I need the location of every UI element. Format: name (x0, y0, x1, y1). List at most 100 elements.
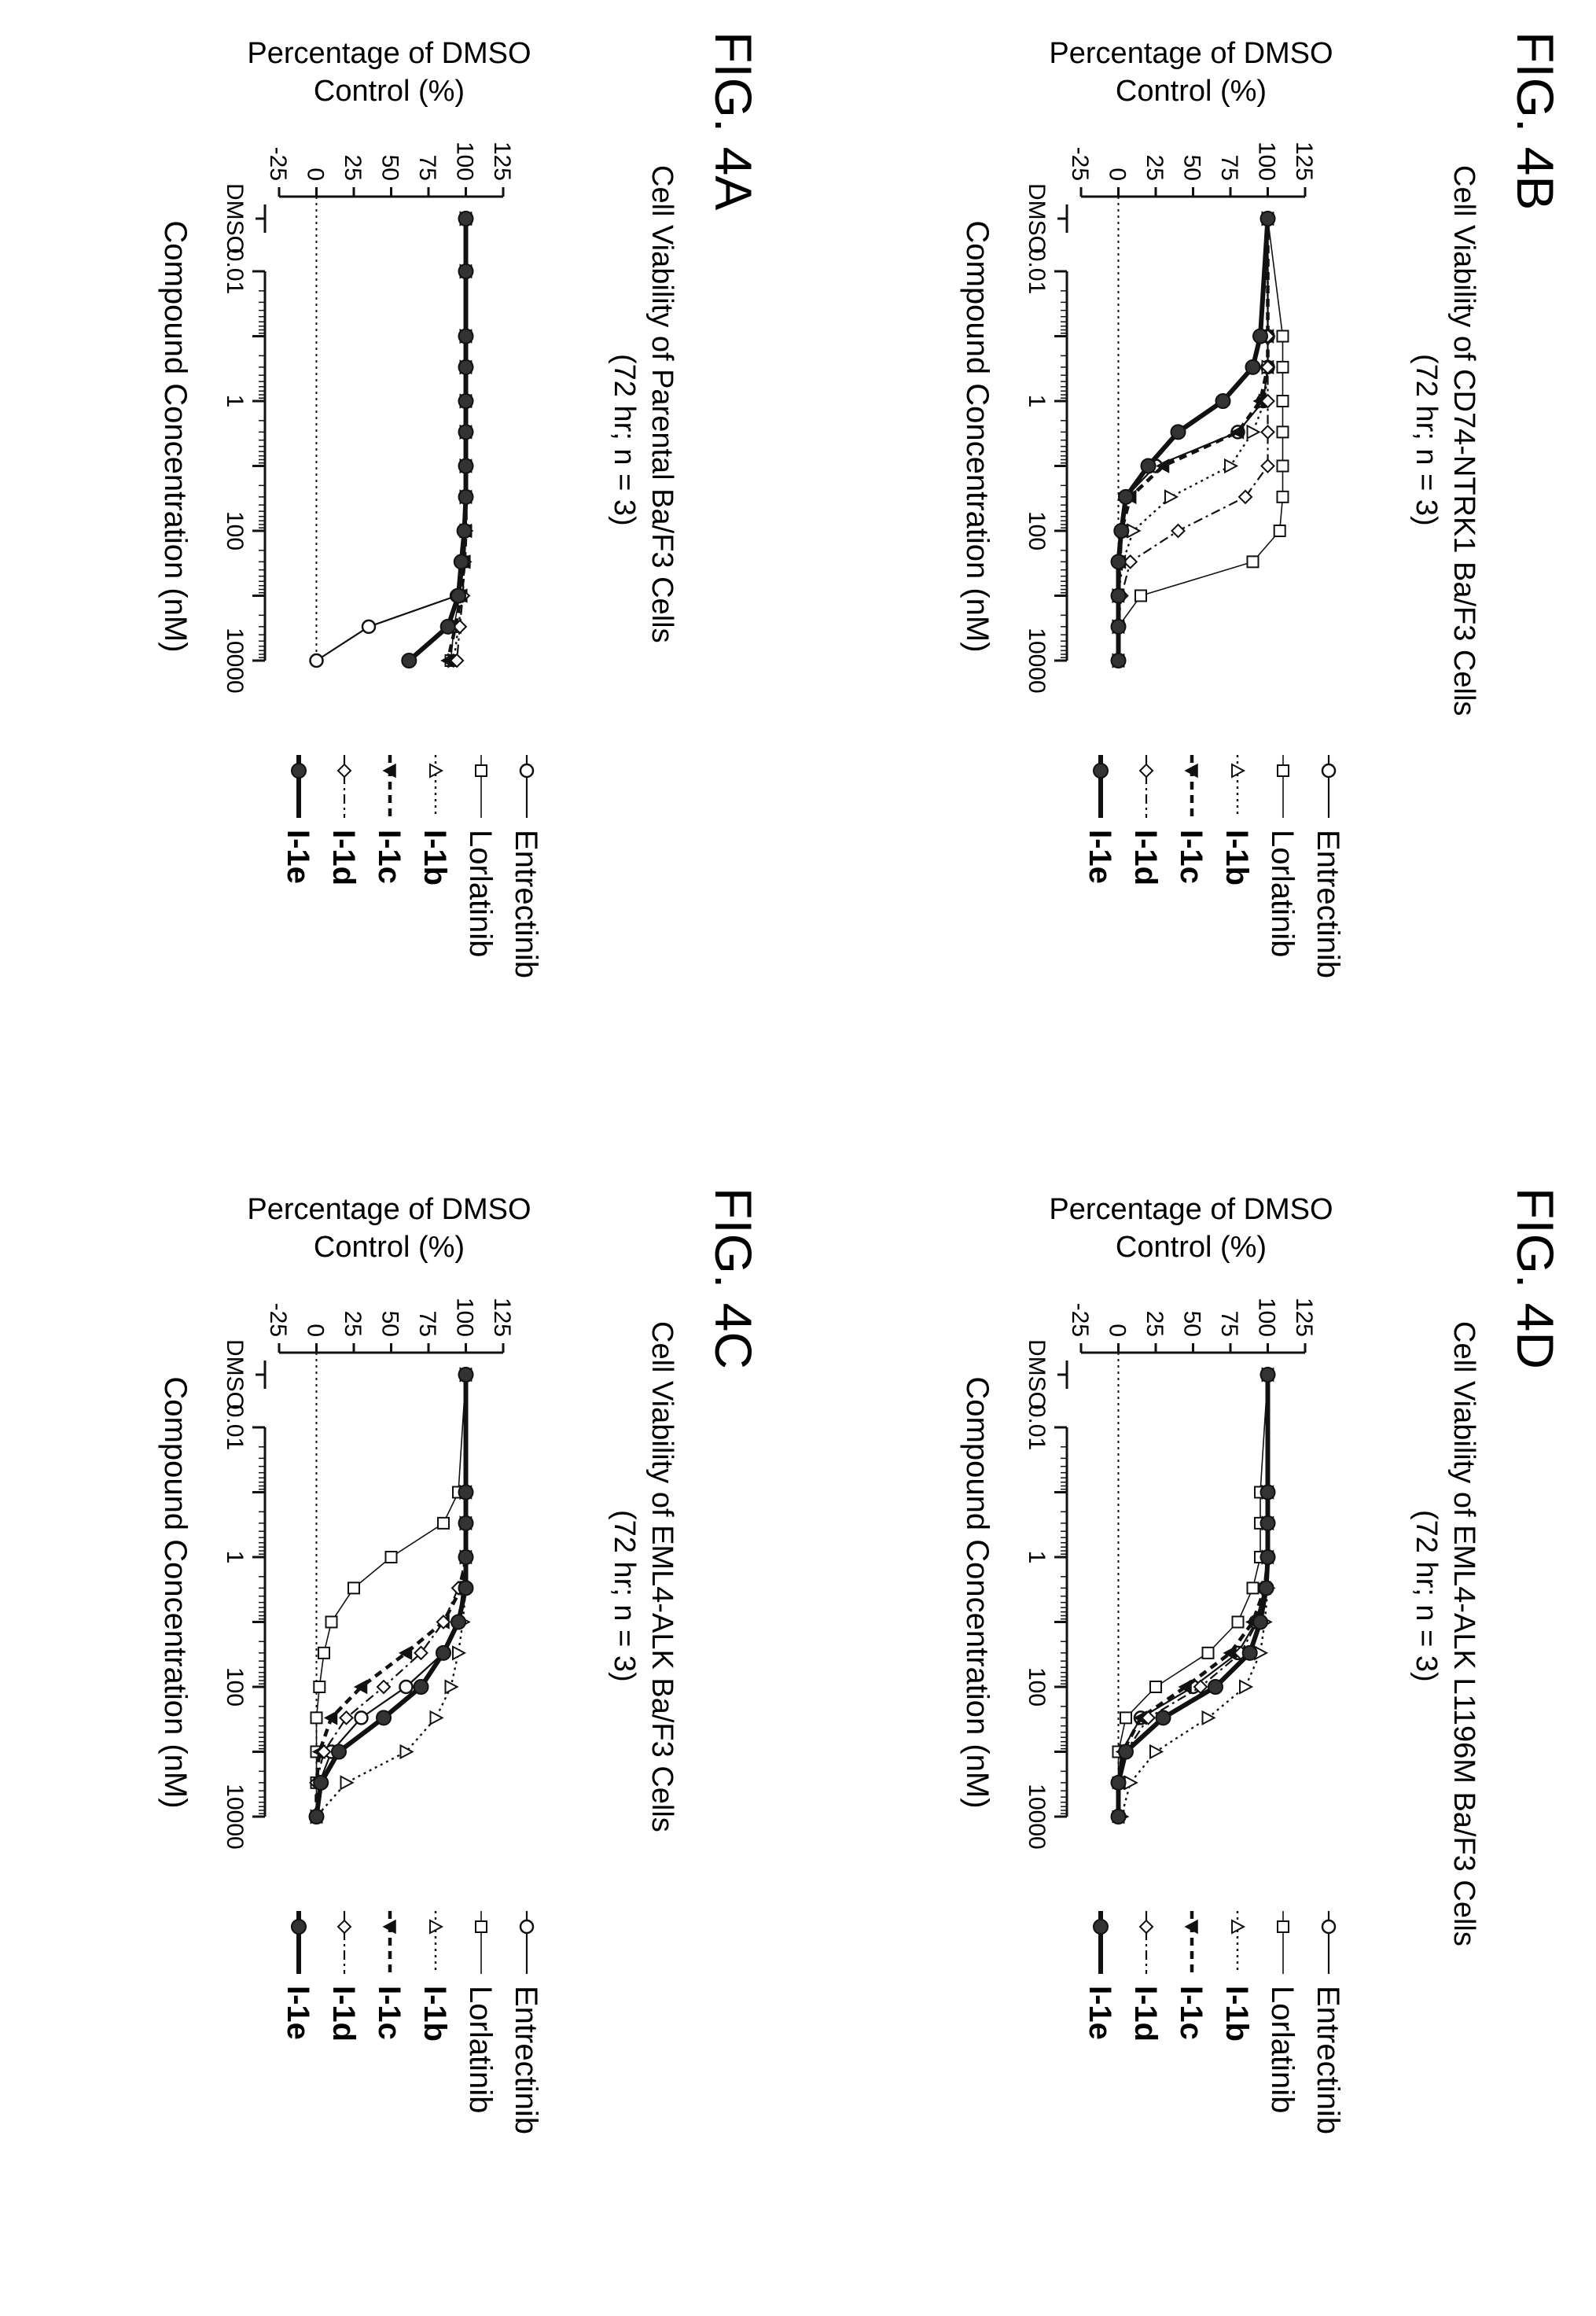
data-point (1245, 359, 1261, 375)
x-axis-label: Compound Concentration (nM) (158, 1376, 193, 1808)
data-point (444, 1679, 459, 1695)
data-point (458, 263, 474, 279)
data-point (458, 1484, 474, 1500)
data-point (1246, 424, 1261, 440)
x-tick-label: DMSO (222, 1339, 248, 1410)
x-tick-label: 100 (1024, 1667, 1050, 1707)
data-point (1260, 211, 1276, 226)
data-point (1110, 1774, 1127, 1791)
data-point (436, 1644, 451, 1661)
x-tick-label: 1 (1024, 1551, 1050, 1564)
legend-label: Entrectinib (1311, 830, 1345, 978)
legend-marker (336, 1919, 352, 1935)
y-tick-label: 25 (1142, 155, 1168, 181)
y-tick-label: -25 (265, 1303, 291, 1337)
legend-marker (291, 763, 307, 779)
data-point (318, 1646, 330, 1659)
legend-marker (1321, 1919, 1337, 1935)
legend-label: Lorlatinib (1265, 830, 1300, 957)
y-tick-label: 0 (1105, 168, 1131, 181)
data-point (348, 1581, 360, 1595)
y-tick-label: 100 (452, 1298, 478, 1337)
legend-marker (1184, 763, 1198, 779)
legend-label: Lorlatinib (463, 1986, 498, 2113)
legend-marker (475, 764, 487, 777)
data-point (313, 1774, 329, 1791)
data-point (450, 587, 466, 604)
chart-title: Cell Viability of EML4-ALK Ba/F3 Cells (645, 1321, 678, 1832)
y-axis-label-line2: Control (%) (314, 1231, 465, 1264)
data-point (309, 653, 324, 668)
y-axis-label-line2: Control (%) (314, 75, 465, 108)
y-axis-label-group: Percentage of DMSO Control (%) (1049, 1193, 1333, 1264)
data-point (1140, 458, 1157, 474)
data-point (361, 619, 377, 635)
y-tick-label: 100 (452, 142, 478, 181)
legend-marker (291, 1919, 307, 1935)
legend-marker (1184, 1919, 1198, 1935)
data-point (1276, 459, 1289, 473)
data-point (436, 1615, 451, 1629)
y-tick-label: 25 (340, 155, 366, 181)
data-point (1276, 360, 1289, 374)
y-tick-label: 75 (414, 1311, 440, 1337)
x-tick-label: DMSO (1024, 183, 1050, 254)
data-point (1201, 1646, 1215, 1659)
data-point (1110, 554, 1127, 570)
chart-title: Cell Viability of CD74-NTRK1 Ba/F3 Cells (1447, 165, 1480, 716)
series-Lorlatinib (1112, 1368, 1274, 1823)
data-point (354, 1710, 369, 1725)
data-point (1237, 489, 1253, 505)
y-tick-label: 125 (1291, 1298, 1317, 1337)
y-tick-label: 0 (303, 1324, 329, 1337)
series-line (315, 271, 467, 661)
figure-label: FIG. 4C (704, 1187, 763, 1369)
y-tick-label: -25 (1067, 147, 1093, 181)
data-point (1239, 1679, 1254, 1695)
series-line (1116, 335, 1263, 661)
legend-marker (1138, 763, 1154, 779)
legend-marker (1093, 1919, 1109, 1935)
data-point (1120, 1711, 1132, 1725)
legend-marker (475, 1920, 487, 1933)
legend-marker (1277, 1920, 1289, 1933)
y-tick-label: 50 (1179, 1311, 1205, 1337)
y-tick-label: 50 (377, 155, 403, 181)
chart-subtitle: (72 hr; n = 3) (608, 354, 641, 526)
data-point (413, 1679, 429, 1695)
series-I-1b (1115, 1367, 1276, 1824)
y-tick-label: 25 (1142, 1311, 1168, 1337)
data-point (1276, 395, 1289, 407)
y-tick-label: 50 (377, 1311, 403, 1337)
data-point (414, 1645, 428, 1661)
data-point (1224, 458, 1239, 474)
data-point (1276, 425, 1289, 439)
data-point (1215, 393, 1231, 409)
legend-label: I-1b (1219, 830, 1254, 886)
data-point (1208, 1679, 1223, 1695)
x-tick-label: 1 (1024, 395, 1050, 408)
data-point (1110, 618, 1127, 635)
data-point (1201, 1710, 1216, 1726)
data-point (1113, 523, 1130, 539)
data-point (458, 1367, 474, 1383)
legend-marker (382, 1919, 396, 1935)
legend-label: Entrectinib (509, 1986, 543, 2134)
data-point (1260, 458, 1275, 473)
series-I-1e (401, 211, 474, 668)
data-point (1260, 1484, 1276, 1500)
data-point (1134, 589, 1147, 602)
data-point (1260, 1515, 1276, 1531)
x-tick-label: 0.01 (222, 249, 248, 294)
data-point (1258, 1580, 1274, 1596)
data-point (339, 1710, 354, 1725)
chart-subtitle: (72 hr; n = 3) (1410, 354, 1443, 526)
data-point (452, 1645, 467, 1661)
x-tick-label: 0.01 (1024, 249, 1050, 294)
data-point (1193, 1679, 1208, 1695)
data-point (1246, 1581, 1260, 1595)
data-point (1123, 1775, 1138, 1791)
legend-label: I-1e (1083, 1986, 1117, 2040)
y-tick-label: 100 (1254, 1298, 1280, 1337)
data-point (1260, 359, 1275, 375)
